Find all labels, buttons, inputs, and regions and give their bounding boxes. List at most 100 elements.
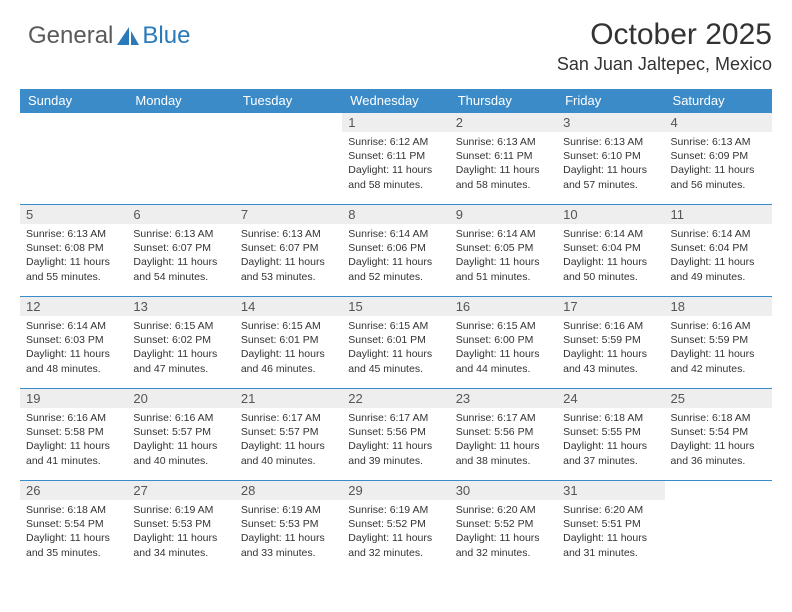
calendar-day-cell: 10Sunrise: 6:14 AMSunset: 6:04 PMDayligh… (557, 205, 664, 297)
sunrise-text: Sunrise: 6:13 AM (26, 227, 121, 241)
day-number: 29 (342, 481, 449, 500)
day-number: 11 (665, 205, 772, 224)
calendar-table: SundayMondayTuesdayWednesdayThursdayFrid… (20, 89, 772, 573)
day-number: 22 (342, 389, 449, 408)
calendar-week-row: 5Sunrise: 6:13 AMSunset: 6:08 PMDaylight… (20, 205, 772, 297)
daylight-text: Daylight: 11 hours and 40 minutes. (133, 439, 228, 467)
sunset-text: Sunset: 6:01 PM (241, 333, 336, 347)
day-details: Sunrise: 6:13 AMSunset: 6:07 PMDaylight:… (127, 224, 234, 288)
sunset-text: Sunset: 5:51 PM (563, 517, 658, 531)
weekday-header: Tuesday (235, 89, 342, 113)
daylight-text: Daylight: 11 hours and 38 minutes. (456, 439, 551, 467)
day-details: Sunrise: 6:14 AMSunset: 6:04 PMDaylight:… (665, 224, 772, 288)
day-details: Sunrise: 6:13 AMSunset: 6:10 PMDaylight:… (557, 132, 664, 196)
sunrise-text: Sunrise: 6:19 AM (241, 503, 336, 517)
calendar-week-row: 19Sunrise: 6:16 AMSunset: 5:58 PMDayligh… (20, 389, 772, 481)
sunrise-text: Sunrise: 6:13 AM (671, 135, 766, 149)
sunrise-text: Sunrise: 6:15 AM (241, 319, 336, 333)
sunset-text: Sunset: 6:09 PM (671, 149, 766, 163)
sunrise-text: Sunrise: 6:20 AM (456, 503, 551, 517)
calendar-day-cell: 21Sunrise: 6:17 AMSunset: 5:57 PMDayligh… (235, 389, 342, 481)
sunrise-text: Sunrise: 6:15 AM (348, 319, 443, 333)
sunset-text: Sunset: 5:59 PM (671, 333, 766, 347)
sunset-text: Sunset: 6:02 PM (133, 333, 228, 347)
calendar-day-cell: 23Sunrise: 6:17 AMSunset: 5:56 PMDayligh… (450, 389, 557, 481)
daylight-text: Daylight: 11 hours and 47 minutes. (133, 347, 228, 375)
calendar-day-cell: 5Sunrise: 6:13 AMSunset: 6:08 PMDaylight… (20, 205, 127, 297)
calendar-day-cell: 27Sunrise: 6:19 AMSunset: 5:53 PMDayligh… (127, 481, 234, 573)
calendar-day-cell (665, 481, 772, 573)
calendar-day-cell: 22Sunrise: 6:17 AMSunset: 5:56 PMDayligh… (342, 389, 449, 481)
day-number: 27 (127, 481, 234, 500)
calendar-day-cell: 11Sunrise: 6:14 AMSunset: 6:04 PMDayligh… (665, 205, 772, 297)
day-details: Sunrise: 6:19 AMSunset: 5:53 PMDaylight:… (235, 500, 342, 564)
day-details: Sunrise: 6:19 AMSunset: 5:52 PMDaylight:… (342, 500, 449, 564)
sunset-text: Sunset: 5:53 PM (241, 517, 336, 531)
calendar-day-cell: 18Sunrise: 6:16 AMSunset: 5:59 PMDayligh… (665, 297, 772, 389)
weekday-header: Saturday (665, 89, 772, 113)
day-details: Sunrise: 6:16 AMSunset: 5:58 PMDaylight:… (20, 408, 127, 472)
sunrise-text: Sunrise: 6:18 AM (563, 411, 658, 425)
sunrise-text: Sunrise: 6:15 AM (456, 319, 551, 333)
day-details: Sunrise: 6:14 AMSunset: 6:06 PMDaylight:… (342, 224, 449, 288)
calendar-week-row: 1Sunrise: 6:12 AMSunset: 6:11 PMDaylight… (20, 113, 772, 205)
calendar-day-cell (20, 113, 127, 205)
day-number: 25 (665, 389, 772, 408)
sunrise-text: Sunrise: 6:20 AM (563, 503, 658, 517)
brand-text-2: Blue (142, 22, 190, 50)
day-number: 26 (20, 481, 127, 500)
sunset-text: Sunset: 6:07 PM (133, 241, 228, 255)
sunrise-text: Sunrise: 6:14 AM (26, 319, 121, 333)
sunset-text: Sunset: 6:04 PM (563, 241, 658, 255)
calendar-day-cell: 3Sunrise: 6:13 AMSunset: 6:10 PMDaylight… (557, 113, 664, 205)
day-number: 19 (20, 389, 127, 408)
calendar-day-cell: 13Sunrise: 6:15 AMSunset: 6:02 PMDayligh… (127, 297, 234, 389)
sunrise-text: Sunrise: 6:17 AM (241, 411, 336, 425)
sunrise-text: Sunrise: 6:13 AM (563, 135, 658, 149)
daylight-text: Daylight: 11 hours and 55 minutes. (26, 255, 121, 283)
weekday-header: Sunday (20, 89, 127, 113)
sunset-text: Sunset: 6:05 PM (456, 241, 551, 255)
day-number: 30 (450, 481, 557, 500)
sunrise-text: Sunrise: 6:14 AM (348, 227, 443, 241)
calendar-day-cell: 1Sunrise: 6:12 AMSunset: 6:11 PMDaylight… (342, 113, 449, 205)
calendar-day-cell: 28Sunrise: 6:19 AMSunset: 5:53 PMDayligh… (235, 481, 342, 573)
calendar-header-row: SundayMondayTuesdayWednesdayThursdayFrid… (20, 89, 772, 113)
day-number: 13 (127, 297, 234, 316)
calendar-day-cell (235, 113, 342, 205)
sunset-text: Sunset: 6:11 PM (348, 149, 443, 163)
sunrise-text: Sunrise: 6:16 AM (26, 411, 121, 425)
sunset-text: Sunset: 5:52 PM (348, 517, 443, 531)
sunset-text: Sunset: 6:03 PM (26, 333, 121, 347)
calendar-day-cell: 29Sunrise: 6:19 AMSunset: 5:52 PMDayligh… (342, 481, 449, 573)
daylight-text: Daylight: 11 hours and 33 minutes. (241, 531, 336, 559)
calendar-week-row: 26Sunrise: 6:18 AMSunset: 5:54 PMDayligh… (20, 481, 772, 573)
sunset-text: Sunset: 6:06 PM (348, 241, 443, 255)
day-details: Sunrise: 6:14 AMSunset: 6:05 PMDaylight:… (450, 224, 557, 288)
day-number: 15 (342, 297, 449, 316)
sunrise-text: Sunrise: 6:14 AM (671, 227, 766, 241)
day-details: Sunrise: 6:15 AMSunset: 6:02 PMDaylight:… (127, 316, 234, 380)
daylight-text: Daylight: 11 hours and 58 minutes. (348, 163, 443, 191)
day-number: 31 (557, 481, 664, 500)
calendar-body: 1Sunrise: 6:12 AMSunset: 6:11 PMDaylight… (20, 113, 772, 573)
daylight-text: Daylight: 11 hours and 41 minutes. (26, 439, 121, 467)
calendar-day-cell: 12Sunrise: 6:14 AMSunset: 6:03 PMDayligh… (20, 297, 127, 389)
day-details: Sunrise: 6:19 AMSunset: 5:53 PMDaylight:… (127, 500, 234, 564)
day-number: 17 (557, 297, 664, 316)
day-details: Sunrise: 6:16 AMSunset: 5:59 PMDaylight:… (557, 316, 664, 380)
sunrise-text: Sunrise: 6:14 AM (563, 227, 658, 241)
sunset-text: Sunset: 5:55 PM (563, 425, 658, 439)
day-details: Sunrise: 6:17 AMSunset: 5:57 PMDaylight:… (235, 408, 342, 472)
day-details: Sunrise: 6:16 AMSunset: 5:57 PMDaylight:… (127, 408, 234, 472)
daylight-text: Daylight: 11 hours and 37 minutes. (563, 439, 658, 467)
day-number: 16 (450, 297, 557, 316)
brand-logo: General Blue (28, 22, 190, 50)
day-number: 14 (235, 297, 342, 316)
weekday-header: Wednesday (342, 89, 449, 113)
daylight-text: Daylight: 11 hours and 45 minutes. (348, 347, 443, 375)
calendar-day-cell: 25Sunrise: 6:18 AMSunset: 5:54 PMDayligh… (665, 389, 772, 481)
calendar-day-cell (127, 113, 234, 205)
daylight-text: Daylight: 11 hours and 31 minutes. (563, 531, 658, 559)
sunset-text: Sunset: 6:10 PM (563, 149, 658, 163)
